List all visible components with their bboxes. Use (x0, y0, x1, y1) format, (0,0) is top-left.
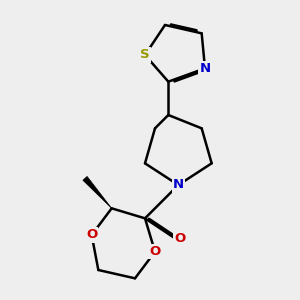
Text: N: N (173, 178, 184, 191)
Text: S: S (140, 49, 150, 62)
Text: N: N (200, 62, 211, 75)
Text: O: O (86, 229, 97, 242)
Text: O: O (149, 245, 161, 258)
Text: O: O (174, 232, 186, 245)
Polygon shape (83, 176, 112, 208)
